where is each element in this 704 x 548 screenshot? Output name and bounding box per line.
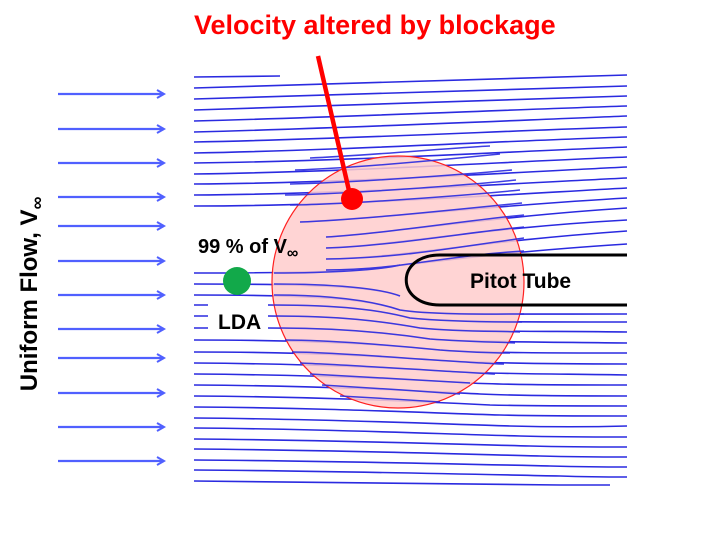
- infinity-subscript: ∞: [286, 245, 299, 262]
- lda-measurement-dot: [223, 267, 251, 295]
- streamlines-in-blockage: [273, 145, 525, 403]
- lda-velocity-text: 99 % of V: [198, 236, 287, 258]
- infinity-subscript: ∞: [26, 196, 47, 210]
- uniform-flow-label: Uniform Flow, V∞: [16, 184, 48, 404]
- uniform-flow-arrows: [58, 94, 164, 461]
- lda-label: LDA: [216, 311, 264, 335]
- streamlines-lower: [193, 283, 628, 486]
- uniform-flow-text: Uniform Flow, V: [16, 209, 44, 392]
- pointer-line: [315, 55, 353, 196]
- pitot-tube-outline: [404, 253, 627, 307]
- blockage-region: [271, 155, 525, 409]
- pitot-tube-label: Pitot Tube: [470, 270, 572, 293]
- diagram-title: Velocity altered by blockage: [194, 10, 556, 40]
- blockage-marker-dot: [341, 188, 363, 210]
- lda-velocity-label: 99 % of V∞: [198, 236, 298, 263]
